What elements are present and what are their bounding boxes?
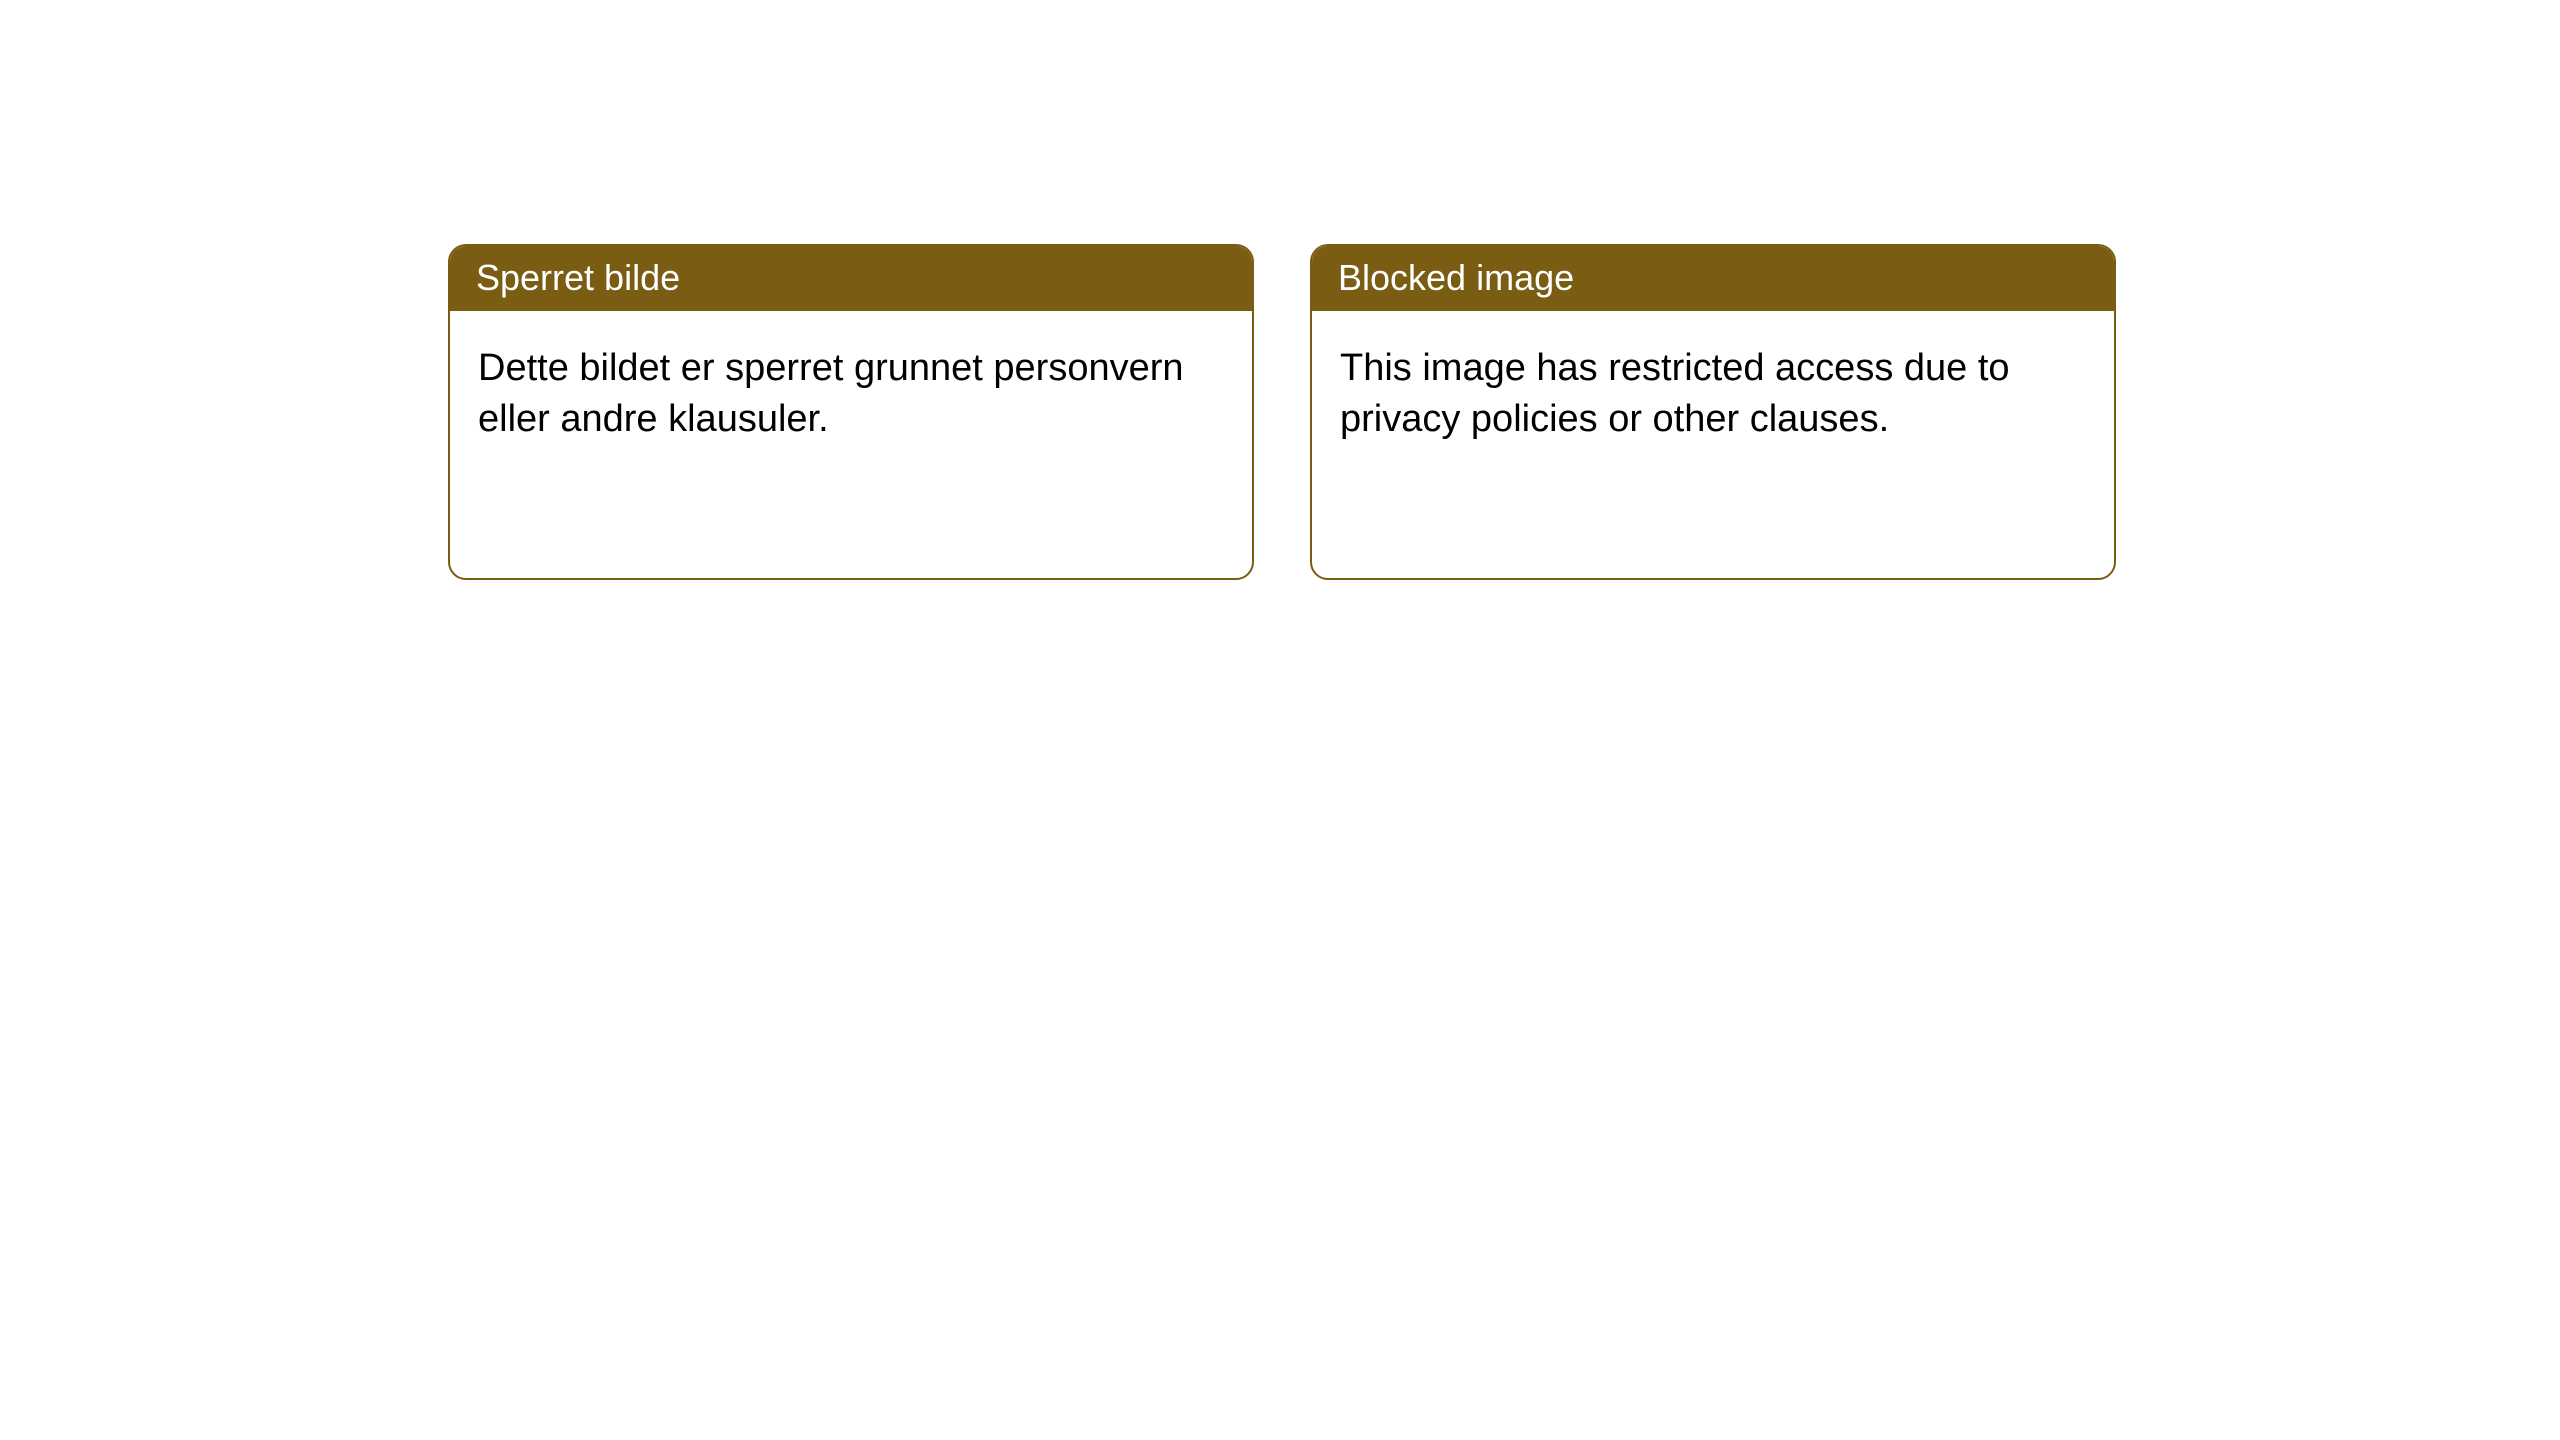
blocked-image-card-en: Blocked image This image has restricted …: [1310, 244, 2116, 580]
blocked-image-card-no: Sperret bilde Dette bildet er sperret gr…: [448, 244, 1254, 580]
card-header-en: Blocked image: [1312, 246, 2114, 311]
card-header-no: Sperret bilde: [450, 246, 1252, 311]
card-body-no: Dette bildet er sperret grunnet personve…: [450, 311, 1252, 478]
card-body-en: This image has restricted access due to …: [1312, 311, 2114, 478]
notice-container: Sperret bilde Dette bildet er sperret gr…: [0, 0, 2560, 580]
